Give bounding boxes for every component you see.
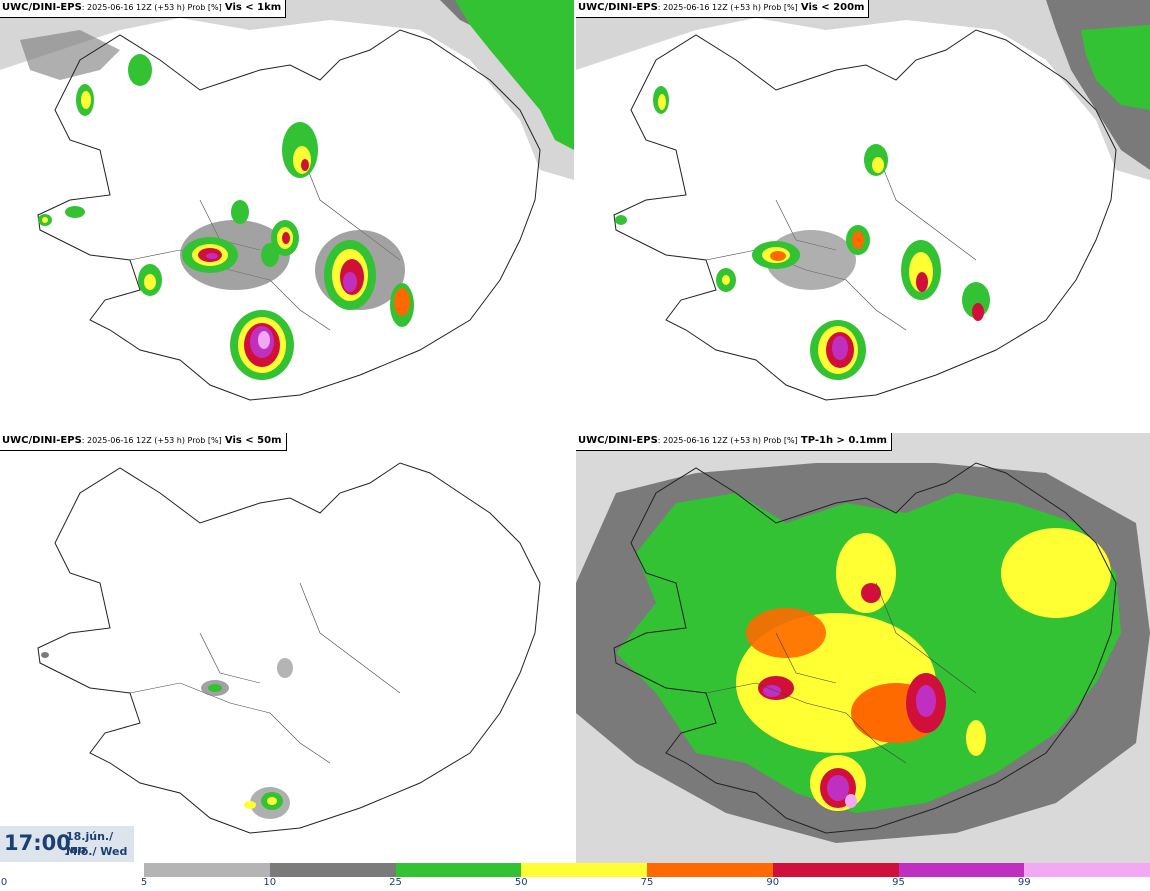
panel-field: Vis < 1km <box>224 2 282 13</box>
panel-title: UWC/DINI-EPS: 2025-06-16 12Z (+53 h) Pro… <box>576 433 892 451</box>
blob-group-200m <box>615 86 990 380</box>
colorbar-tick-label: 0 <box>0 877 8 888</box>
colorbar-tick-label: 95 <box>892 877 905 888</box>
map-panel-vis-1km: UWC/DINI-EPS: 2025-06-16 12Z (+53 h) Pro… <box>0 0 574 430</box>
panel-field: Vis < 200m <box>800 2 865 13</box>
colorbar-segment <box>144 863 270 877</box>
valid-time-date: 18.jún./ Jun <box>66 830 114 856</box>
valid-time-box: 17:00 18.jún./ Jun Mið./ Wed <box>0 826 134 862</box>
island-outline <box>37 462 541 834</box>
map-panel-vis-50m: UWC/DINI-EPS: 2025-06-16 12Z (+53 h) Pro… <box>0 433 574 863</box>
map-tp-1h <box>576 433 1150 863</box>
colorbar-segment <box>269 863 396 877</box>
island-outline <box>613 29 1117 401</box>
blob-group-50m <box>41 652 293 819</box>
island-outline <box>613 462 1117 834</box>
map-vis-1km <box>0 0 574 401</box>
panel-field: TP-1h > 0.1mm <box>800 435 887 446</box>
colorbar-tick-label: 99 <box>1017 877 1031 888</box>
probability-colorbar <box>144 863 1150 877</box>
panel-meta: : 2025-06-16 12Z (+53 h) Prob [%] <box>657 3 798 12</box>
panel-field: Vis < 50m <box>224 435 282 446</box>
colorbar-segment <box>1024 863 1150 877</box>
panel-source: UWC/DINI-EPS <box>2 435 82 446</box>
panel-source: UWC/DINI-EPS <box>2 2 82 13</box>
colorbar-segment <box>772 863 899 877</box>
map-vis-200m <box>576 0 1150 401</box>
panel-title: UWC/DINI-EPS: 2025-06-16 12Z (+53 h) Pro… <box>0 0 287 18</box>
panel-title: UWC/DINI-EPS: 2025-06-16 12Z (+53 h) Pro… <box>0 433 287 451</box>
panel-source: UWC/DINI-EPS <box>578 2 658 13</box>
panel-meta: : 2025-06-16 12Z (+53 h) Prob [%] <box>81 3 222 12</box>
colorbar-segment <box>395 863 522 877</box>
blob-group-1km <box>38 54 414 380</box>
colorbar-segment <box>521 863 647 877</box>
colorbar-tick-label: 75 <box>640 877 654 888</box>
colorbar-segment <box>647 863 773 877</box>
panel-meta: : 2025-06-16 12Z (+53 h) Prob [%] <box>81 436 222 445</box>
valid-time-weekday: Mið./ Wed <box>66 845 128 858</box>
panel-source: UWC/DINI-EPS <box>578 435 658 446</box>
map-panel-tp-1h: UWC/DINI-EPS: 2025-06-16 12Z (+53 h) Pro… <box>576 433 1150 863</box>
island-outline <box>37 29 541 401</box>
colorbar-tick-label: 5 <box>140 877 148 888</box>
panel-meta: : 2025-06-16 12Z (+53 h) Prob [%] <box>657 436 798 445</box>
map-panel-vis-200m: UWC/DINI-EPS: 2025-06-16 12Z (+53 h) Pro… <box>576 0 1150 430</box>
panel-title: UWC/DINI-EPS: 2025-06-16 12Z (+53 h) Pro… <box>576 0 870 18</box>
map-vis-50m <box>37 462 541 834</box>
valid-time-clock: 17:00 <box>4 831 71 855</box>
colorbar-tick-label: 90 <box>766 877 780 888</box>
colorbar-tick-label: 10 <box>263 877 277 888</box>
colorbar-tick-label: 25 <box>389 877 402 888</box>
colorbar-tick-label: 50 <box>514 877 528 888</box>
colorbar-segment <box>898 863 1025 877</box>
